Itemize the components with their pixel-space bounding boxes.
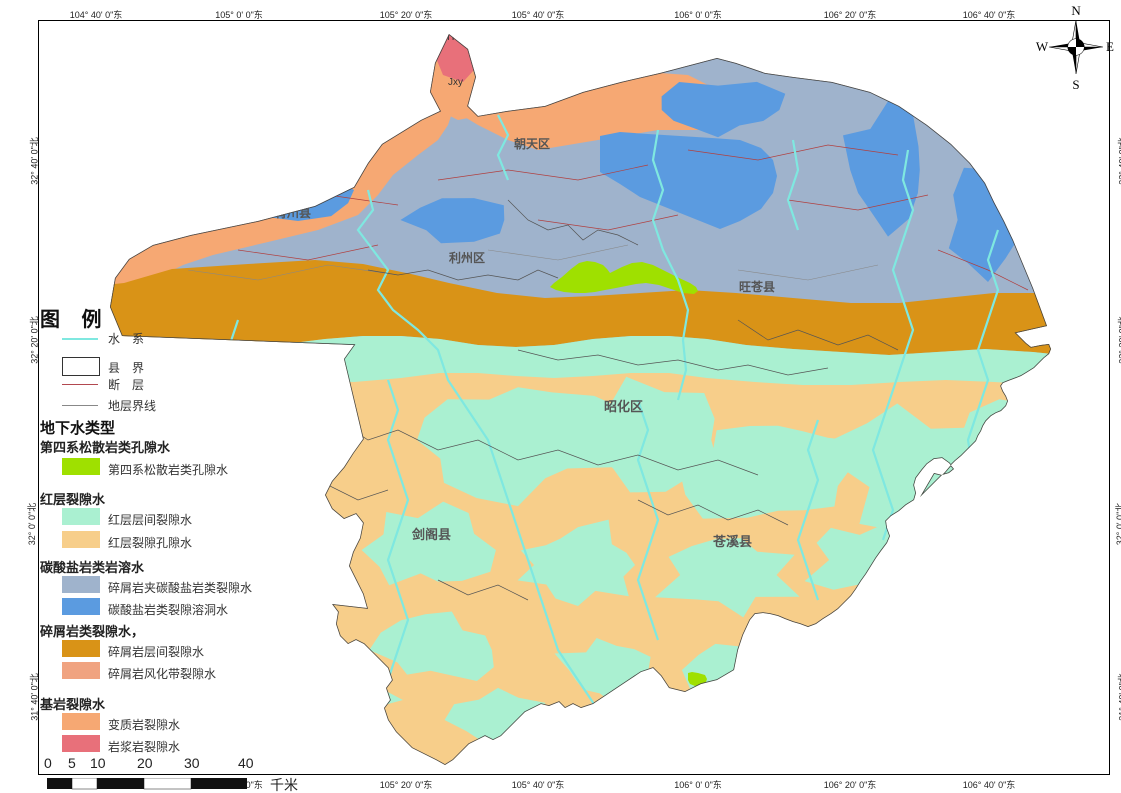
svg-text:旺苍县: 旺苍县 bbox=[739, 279, 775, 294]
svg-text:Jxy: Jxy bbox=[448, 77, 463, 88]
svg-text:利州区: 利州区 bbox=[449, 250, 485, 265]
svg-text:昭化区: 昭化区 bbox=[604, 399, 643, 414]
svg-text:N: N bbox=[1071, 3, 1081, 18]
svg-text:剑阁县: 剑阁县 bbox=[411, 527, 451, 542]
svg-text:青川县: 青川县 bbox=[275, 205, 311, 220]
svg-text:朝天区: 朝天区 bbox=[514, 136, 550, 151]
svg-text:苍溪县: 苍溪县 bbox=[712, 534, 752, 549]
svg-text:ΤΠΥ: ΤΠΥ bbox=[441, 32, 461, 43]
